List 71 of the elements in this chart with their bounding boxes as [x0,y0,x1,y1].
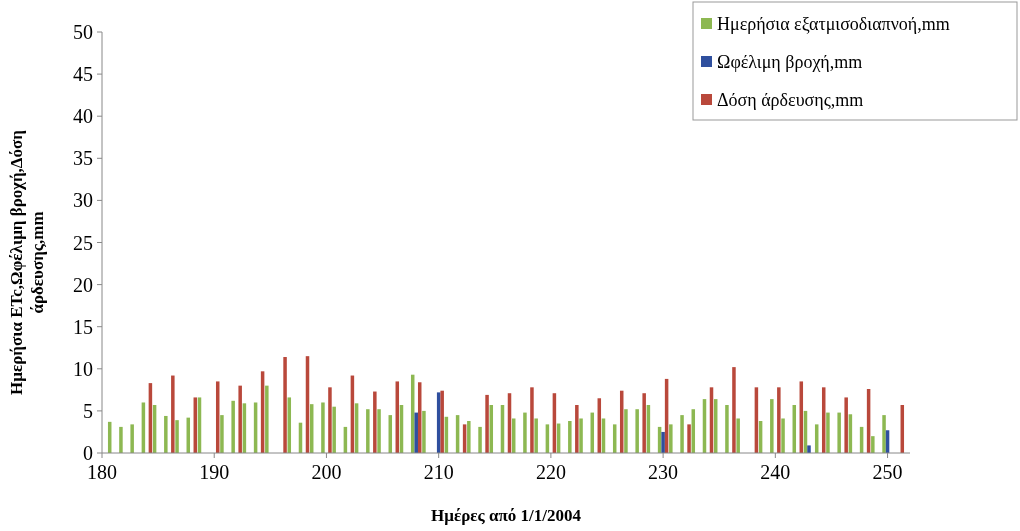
legend-label: Δόση άρδευσης,mm [717,90,864,111]
y-tick-label: 45 [73,63,93,86]
bar [826,412,830,453]
bar [770,399,774,453]
bar [669,424,673,453]
x-tick-label: 210 [423,461,454,483]
x-tick-label: 220 [535,461,566,483]
y-tick-label: 35 [73,147,93,170]
bar [523,412,527,453]
bar [440,390,444,453]
bar [579,418,583,453]
bar [171,375,175,453]
x-tick-label: 180 [87,461,117,483]
bar [725,405,729,453]
bar [575,405,579,453]
y-axis-title: Ημερήσια ETc,Ωφέλιμη βροχή,Δόση άρδευσης,mm [7,130,47,395]
bar [377,409,381,453]
bar [781,418,785,453]
bar [485,394,489,453]
bar [366,409,370,453]
bar [422,410,426,453]
bar [661,431,665,453]
x-axis-title: Ημέρες από 1/1/2004 [431,506,582,525]
bar [321,402,325,453]
y-tick-label: 15 [73,315,93,338]
bar [642,393,646,453]
bar [687,424,691,453]
x-tick-label: 200 [311,461,342,483]
x-tick-label: 230 [648,461,679,483]
bar [680,415,684,453]
bar [837,412,841,453]
bar [175,420,179,453]
y-tick-label: 25 [73,231,93,254]
x-tick-label: 190 [199,461,230,483]
y-tick-label: 10 [73,357,93,380]
bar [119,426,123,453]
bar [807,445,811,453]
bar [238,385,242,453]
legend-label: Ημερήσια εξατμισοδιαπνοή,mm [717,14,950,35]
bar [130,424,134,453]
bar [414,412,418,453]
bar [736,418,740,453]
bar [478,426,482,453]
bar [467,421,471,453]
bar [534,418,538,453]
bar [332,406,336,453]
y-tick-label: 50 [73,21,93,43]
y-tick-label: 0 [83,442,93,464]
y-tick-label: 30 [73,189,93,212]
y-tick-label: 40 [73,105,93,128]
bar [164,415,168,453]
bar [732,367,736,453]
bar [871,436,875,453]
y-tick-label: 5 [83,399,93,422]
bar [283,357,287,453]
bar [882,415,886,453]
bar [530,387,534,453]
x-tick-label: 240 [760,461,791,483]
bar [265,385,269,453]
legend-label: Ωφέλιμη βροχή,mm [717,52,863,73]
bar [844,397,848,453]
x-tick-label: 250 [872,461,903,483]
bar [220,415,224,453]
bar [328,387,332,453]
bar [568,421,572,453]
bar [373,391,377,453]
bar [231,400,235,453]
y-tick-label: 20 [73,273,93,296]
bar [624,409,628,453]
bar [635,409,639,453]
bar [777,387,781,453]
